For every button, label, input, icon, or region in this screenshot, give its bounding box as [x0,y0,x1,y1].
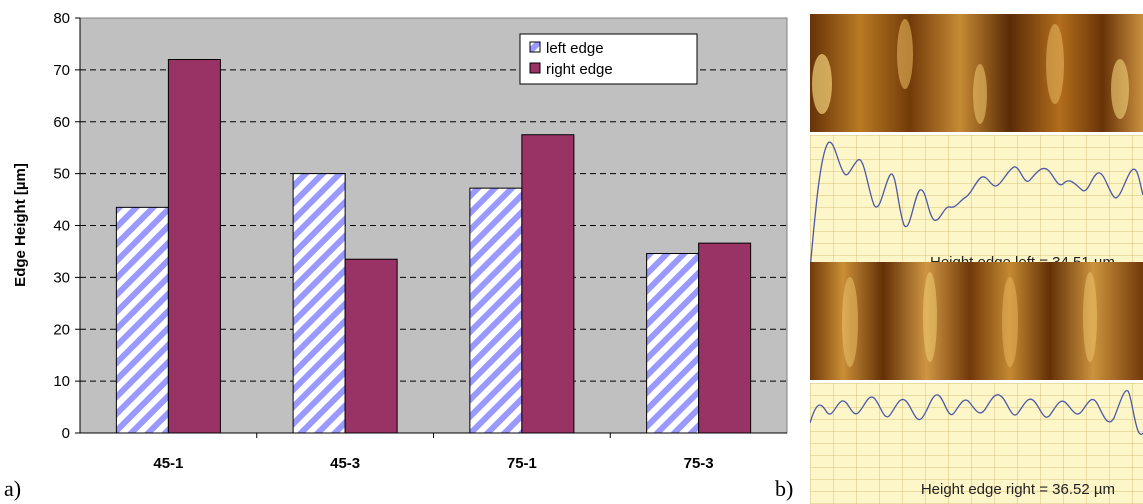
legend-label-left-edge: left edge [546,40,604,57]
y-tick-label: 0 [62,425,70,442]
afm-image-right-edge [810,262,1143,380]
legend-swatch-right-edge [529,62,541,74]
y-tick-label: 40 [53,218,70,235]
y-tick-label: 50 [53,166,70,183]
afm-image-left-edge [810,14,1143,132]
legend-swatch-left-edge [529,41,541,53]
bar-left-edge-45-1 [115,206,169,434]
caption-right-edge: Height edge right = 36.52 µm [920,481,1115,498]
bar-chart: 0 10 20 30 40 50 60 70 80 45-1 45-3 75-1 75-3 Edge … [12,10,788,470]
y-axis-label: Edge Height [µm] [12,163,29,287]
bar-left-edge-75-3 [646,253,700,434]
x-tick-label: 45-3 [330,455,360,470]
bar-right-edge-75-1 [521,134,575,434]
legend-label-right-edge: right edge [546,61,613,78]
bar-right-edge-75-3 [698,242,752,434]
profile-curve-right [810,390,1143,435]
bar-left-edge-75-1 [469,187,523,434]
y-tick-label: 60 [53,114,70,131]
panel-label-b: b) [775,476,794,501]
height-profile-right-edge: Height edge right = 36.52 µm [810,383,1143,504]
x-tick-label: 45-1 [153,455,183,470]
y-tick-label: 20 [53,321,70,338]
y-tick-label: 70 [53,62,70,79]
bar-right-edge-45-3 [344,258,398,434]
bar-left-edge-45-3 [292,173,346,434]
x-tick-label: 75-1 [507,455,537,470]
x-tick-label: 75-3 [684,455,714,470]
panel-label-a: a) [4,476,22,501]
profile-curve-left [810,141,1143,271]
height-profile-left-edge: Height edge left = 34.51 µm [810,135,1143,277]
bar-right-edge-45-1 [167,59,221,434]
y-tick-label: 80 [53,10,70,27]
y-tick-label: 30 [53,269,70,286]
y-tick-label: 10 [53,373,70,390]
legend: left edge right edge [519,33,698,85]
